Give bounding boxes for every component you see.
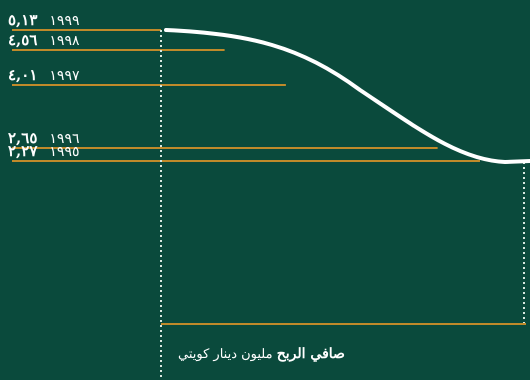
chart-caption: صافي الربح مليون دينار كويتي (178, 346, 345, 362)
row-label-2: ٤,٠١ ١٩٩٧ (8, 65, 79, 85)
row-label-0: ٢,٢٧ ١٩٩٥ (8, 141, 79, 161)
value-label: ٤,٠١ (8, 66, 38, 84)
year-label: ١٩٩٩ (49, 13, 80, 29)
value-label: ٤,٥٦ (8, 31, 38, 49)
row-label-1: ٢,٦٥ ١٩٩٦ (8, 128, 79, 148)
year-label: ١٩٩٥ (49, 144, 80, 160)
row-label-4: ٥,١٣ ١٩٩٩ (8, 10, 79, 30)
row-label-3: ٤,٥٦ ١٩٩٨ (8, 30, 79, 50)
year-label: ١٩٩٧ (49, 68, 80, 84)
year-label: ١٩٩٨ (49, 33, 80, 49)
net-profit-trend-curve (164, 28, 530, 165)
value-label: ٢,٦٥ (8, 129, 38, 147)
bars-group (12, 29, 480, 162)
caption-bold: صافي الربح (276, 346, 345, 362)
year-label: ١٩٩٦ (49, 131, 80, 147)
value-label: ٥,١٣ (8, 11, 38, 29)
value-label: ٢,٢٧ (8, 142, 38, 160)
caption-rest: مليون دينار كويتي (178, 347, 273, 362)
